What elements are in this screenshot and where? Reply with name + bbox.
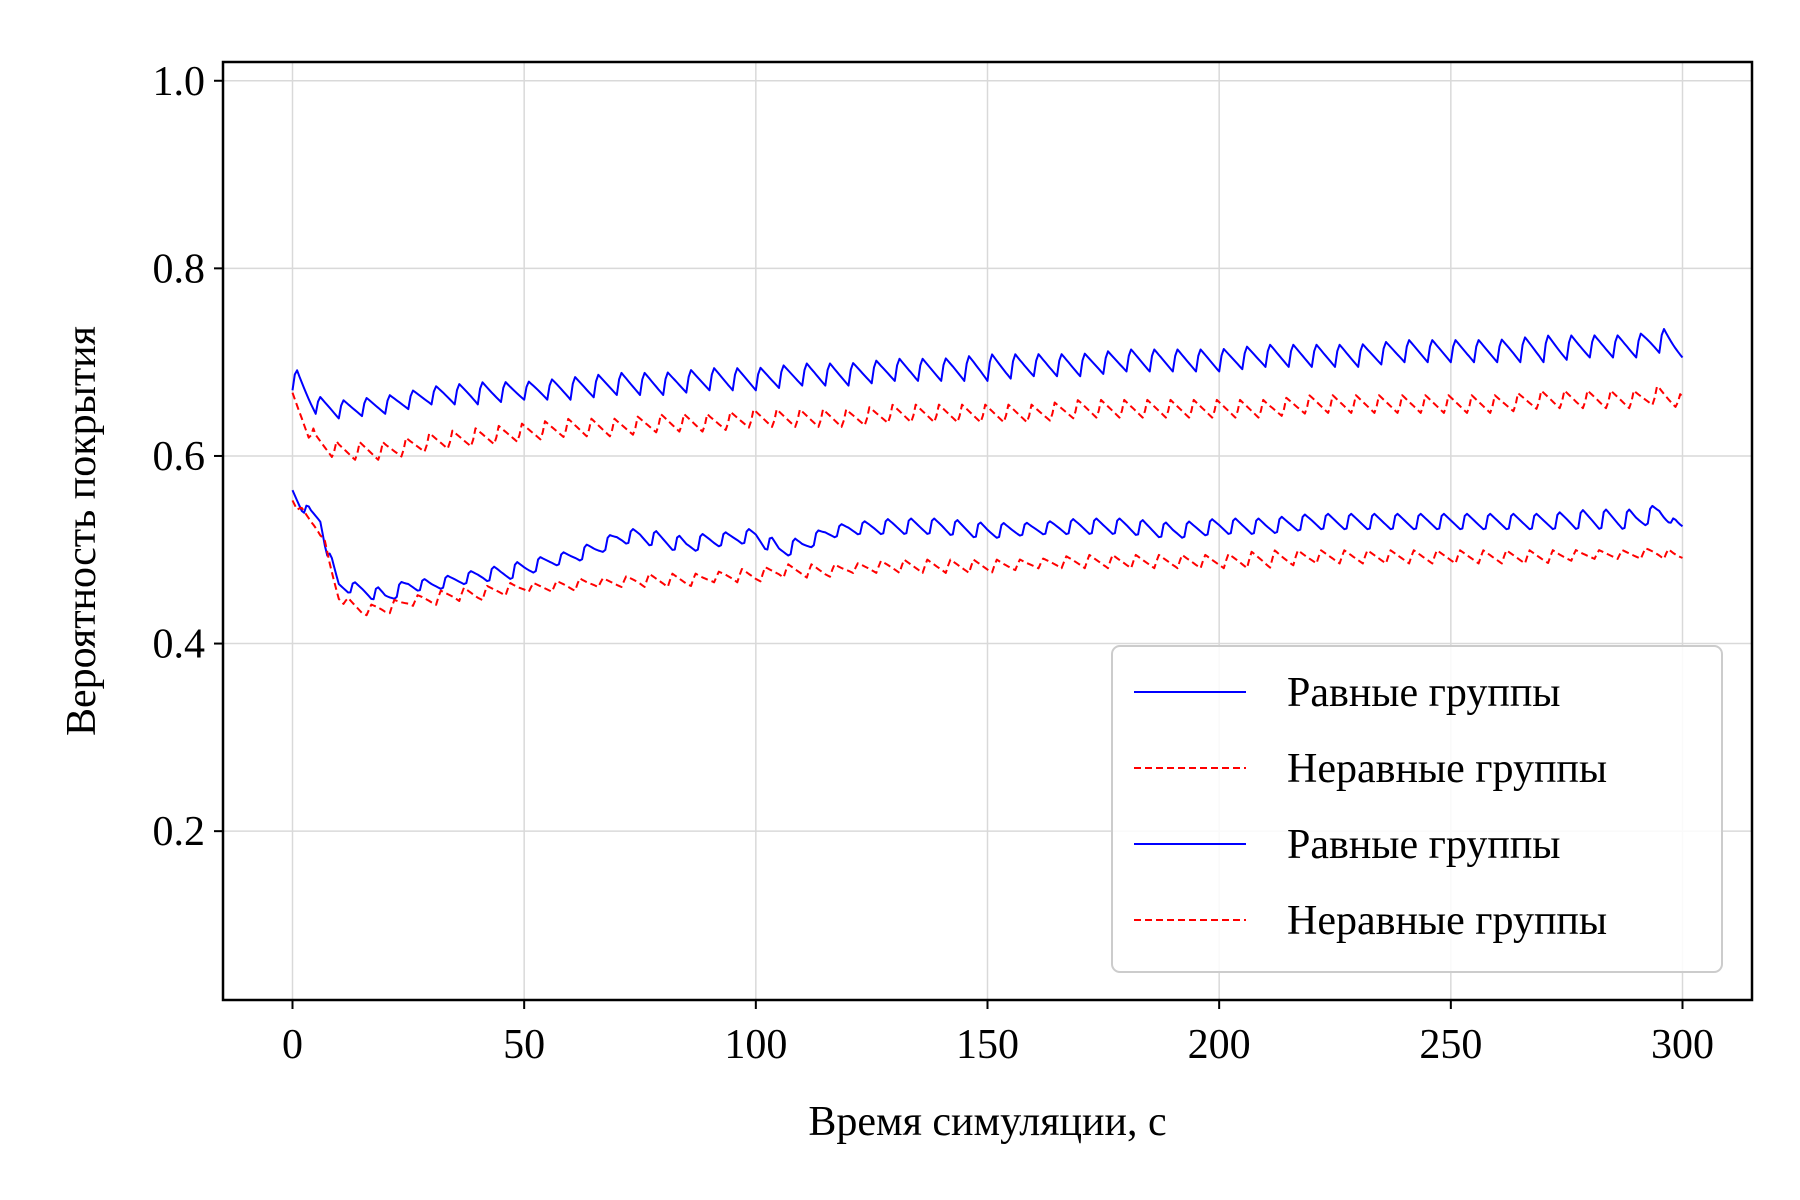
plot-lines — [291, 328, 1684, 617]
x-tick-label: 0 — [282, 1022, 303, 1068]
x-tick-label: 250 — [1419, 1022, 1482, 1068]
legend-label: Неравные группы — [1287, 746, 1607, 792]
legend-label: Неравные группы — [1287, 898, 1607, 944]
x-tick-label: 50 — [503, 1022, 545, 1068]
y-tick-label: 0.8 — [153, 246, 206, 292]
x-tick-label: 200 — [1188, 1022, 1251, 1068]
legend-label: Равные группы — [1287, 670, 1561, 716]
x-axis-label: Время симуляции, с — [808, 1099, 1166, 1145]
series-line — [291, 489, 1684, 601]
y-tick-label: 0.6 — [153, 434, 206, 480]
y-tick-label: 1.0 — [153, 59, 206, 105]
series-line — [291, 385, 1684, 461]
legend-label: Равные группы — [1287, 822, 1561, 868]
series-line — [291, 499, 1683, 617]
grid — [223, 62, 1752, 1000]
y-axis-ticks: 0.2 0.4 0.6 0.8 1.0 — [153, 59, 223, 855]
y-tick-label: 0.2 — [153, 809, 206, 855]
x-tick-label: 100 — [724, 1022, 787, 1068]
legend-box — [1111, 645, 1723, 973]
x-axis-ticks: 0 50 100 150 200 250 300 — [282, 1000, 1714, 1068]
legend: Равные группы Неравные группы Равные групп… — [1111, 645, 1723, 973]
series-line — [291, 328, 1684, 420]
x-tick-label: 150 — [956, 1022, 1019, 1068]
y-axis-label: Вероятность покрытия — [59, 326, 105, 736]
y-tick-label: 0.4 — [153, 622, 206, 668]
x-tick-label: 300 — [1651, 1022, 1714, 1068]
